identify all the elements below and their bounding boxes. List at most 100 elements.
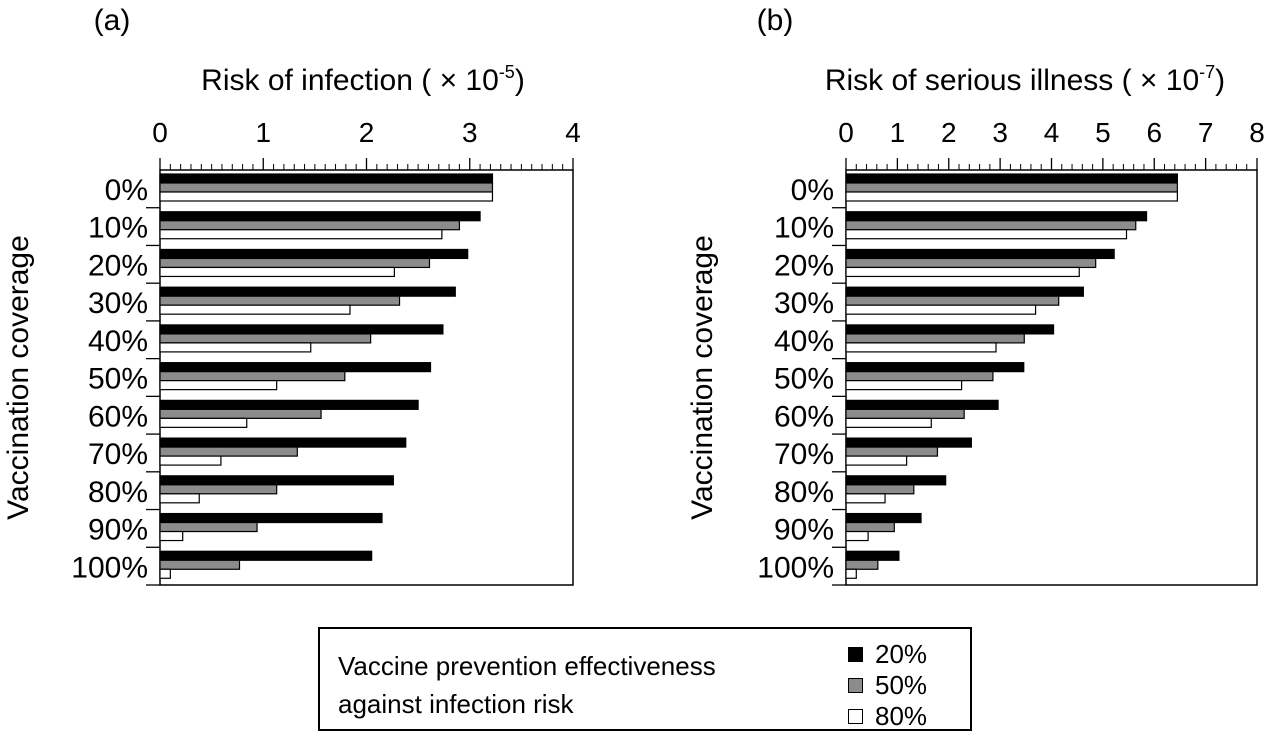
bar-50pct [845, 295, 1060, 306]
bar-20pct [845, 512, 922, 524]
bar-80pct [845, 417, 932, 428]
bar-50pct [159, 295, 401, 306]
bar-50pct [845, 484, 915, 495]
x-tick-label: 3 [992, 117, 1008, 148]
y-tick-label: 30% [88, 287, 148, 320]
bar-20pct [845, 173, 1178, 184]
bar-80pct [159, 304, 351, 315]
bar-80pct [159, 493, 200, 504]
legend-label-50: 50% [875, 669, 928, 700]
y-tick-label: 10% [88, 212, 148, 245]
legend-title: Vaccine prevention effectiveness against… [338, 647, 818, 723]
x-tick-label: 1 [890, 117, 906, 148]
bar-80pct [845, 493, 886, 504]
y-tick-label: 80% [774, 476, 834, 509]
x-tick-label: 1 [255, 117, 271, 148]
bar-20pct [159, 550, 373, 561]
bar-50pct [159, 559, 241, 570]
legend-swatch-80 [848, 708, 863, 724]
bar-20pct [159, 437, 407, 448]
bar-20pct [845, 286, 1084, 297]
bar-80pct [159, 530, 184, 542]
bar-20pct [159, 173, 494, 184]
y-tick-label: 90% [774, 514, 834, 547]
chart-panel-a: (a) Risk of infection ( × 10-5) 0 1 2 3 4 Vacci… [2, 4, 581, 586]
bar-20pct [845, 324, 1055, 335]
bar-50pct [159, 182, 494, 193]
y-tick-label: 50% [774, 363, 834, 396]
legend-items: 20% 50% 80% [848, 639, 927, 732]
x-tick-label: 0 [152, 117, 168, 148]
bar-80pct [159, 380, 278, 391]
y-tick-label: 70% [88, 438, 148, 471]
bar-20pct [845, 362, 1025, 373]
bar-80pct [845, 455, 908, 466]
legend-item-80: 80% [848, 701, 927, 731]
y-tick-label: 60% [774, 400, 834, 433]
panel-label: (a) [94, 4, 131, 37]
panel-label: (b) [757, 4, 794, 37]
bar-80pct [159, 229, 443, 240]
x-tick-label: 6 [1146, 117, 1162, 148]
bar-50pct [159, 446, 298, 457]
y-tick-label: 60% [88, 400, 148, 433]
bar-80pct [845, 191, 1178, 202]
bar-80pct [845, 266, 1080, 278]
x-tick-label: 4 [1044, 117, 1060, 148]
y-tick-label: 20% [774, 249, 834, 282]
bar-80pct [845, 342, 997, 353]
bar-50pct [845, 257, 1097, 269]
bar-20pct [159, 248, 469, 260]
y-tick-label: 50% [88, 363, 148, 396]
y-tick-label: 20% [88, 249, 148, 282]
bar-50pct [845, 220, 1137, 231]
x-tick-label: 3 [462, 117, 478, 148]
x-tick-label: 0 [838, 117, 854, 148]
bar-80pct [159, 568, 171, 579]
bar-20pct [845, 475, 947, 486]
bar-50pct [845, 521, 895, 533]
chart-title: Risk of infection ( × 10-5) [201, 62, 525, 97]
y-tick-label: 90% [88, 514, 148, 547]
bar-50pct [845, 559, 879, 570]
legend-title-line2: against infection risk [338, 689, 574, 719]
bar-20pct [159, 512, 383, 524]
y-tick-label: 0% [791, 174, 834, 207]
legend-swatch-20 [848, 646, 863, 662]
legend-item-50: 50% [848, 670, 927, 700]
bar-20pct [845, 399, 999, 410]
bar-50pct [845, 371, 994, 382]
x-tick-label: 4 [565, 117, 581, 148]
x-tick-label: 2 [941, 117, 957, 148]
bar-50pct [159, 257, 431, 269]
bar-80pct [159, 191, 494, 202]
y-tick-label: 40% [88, 325, 148, 358]
legend-title-line1: Vaccine prevention effectiveness [338, 651, 716, 681]
legend-item-20: 20% [848, 639, 927, 669]
x-tick-label: 2 [359, 117, 375, 148]
bar-80pct [159, 455, 222, 466]
legend-swatch-50 [848, 677, 863, 693]
bar-50pct [159, 333, 372, 344]
bar-50pct [159, 408, 322, 419]
y-tick-label: 100% [71, 551, 148, 584]
bar-20pct [845, 248, 1115, 260]
bar-20pct [159, 475, 394, 486]
bar-50pct [845, 446, 939, 457]
bar-50pct [845, 182, 1178, 193]
bar-20pct [845, 437, 972, 448]
y-tick-label: 100% [757, 551, 834, 584]
y-tick-label: 70% [774, 438, 834, 471]
bar-50pct [159, 220, 461, 231]
bar-20pct [159, 324, 444, 335]
bar-20pct [845, 211, 1148, 222]
legend-label-20: 20% [875, 638, 928, 669]
x-tick-label: 5 [1095, 117, 1111, 148]
bar-20pct [159, 362, 432, 373]
chart-title: Risk of serious illness ( × 10-7) [825, 62, 1225, 97]
bar-20pct [845, 550, 900, 561]
bar-20pct [159, 211, 481, 222]
y-tick-label: 80% [88, 476, 148, 509]
bar-50pct [159, 484, 278, 495]
